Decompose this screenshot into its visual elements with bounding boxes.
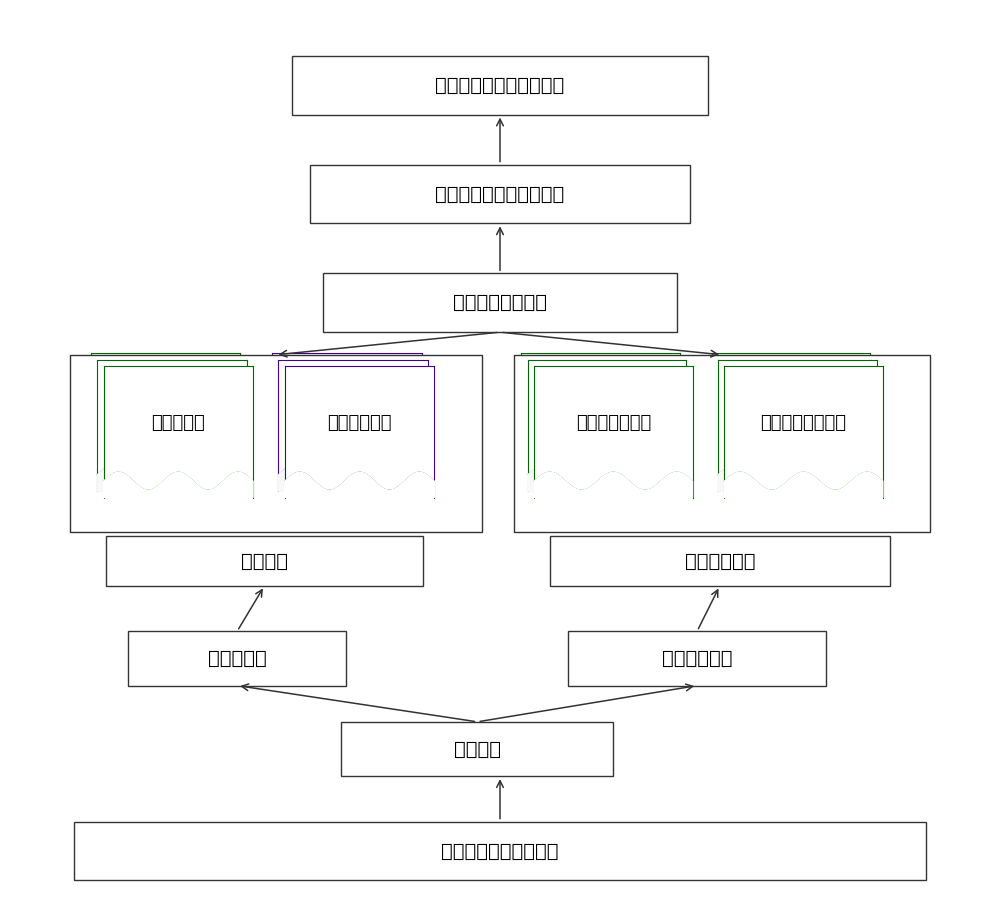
Bar (285, 366, 434, 497)
Polygon shape (272, 459, 422, 484)
Bar (106, 536, 423, 586)
Bar (292, 55, 708, 115)
Bar (74, 822, 926, 881)
Text: 图元自动替换及自动调整: 图元自动替换及自动调整 (435, 185, 565, 204)
Text: 原图元列表: 原图元列表 (151, 414, 205, 432)
Polygon shape (724, 472, 883, 497)
Bar (128, 631, 346, 685)
Bar (724, 366, 883, 497)
Bar (70, 355, 482, 532)
Bar (521, 354, 680, 484)
Text: 目的间隔图元列表: 目的间隔图元列表 (761, 414, 847, 432)
Bar (323, 274, 677, 332)
Bar (104, 366, 253, 497)
Text: 目的图元列表: 目的图元列表 (327, 414, 392, 432)
Bar (534, 366, 693, 497)
Polygon shape (718, 465, 877, 491)
Bar (91, 354, 240, 484)
Polygon shape (285, 472, 434, 497)
Polygon shape (521, 459, 680, 484)
Text: 图元解析: 图元解析 (454, 740, 501, 758)
Bar (278, 360, 428, 491)
Polygon shape (528, 465, 686, 491)
Polygon shape (104, 472, 253, 497)
Text: 间隔图元处理: 间隔图元处理 (662, 649, 732, 668)
Polygon shape (278, 465, 428, 491)
Bar (550, 536, 890, 586)
Bar (718, 360, 877, 491)
Polygon shape (91, 459, 240, 484)
Bar (712, 354, 870, 484)
Bar (272, 354, 422, 484)
Text: 间隔图元匹配: 间隔图元匹配 (685, 552, 755, 571)
Text: 单图元处理: 单图元处理 (208, 649, 267, 668)
Text: 智能变电站一次接线图: 智能变电站一次接线图 (441, 842, 559, 861)
Polygon shape (97, 465, 247, 491)
Bar (310, 165, 690, 224)
Polygon shape (534, 472, 693, 497)
Bar (97, 360, 247, 491)
Text: 矢量图形自动生成及导出: 矢量图形自动生成及导出 (435, 75, 565, 95)
Polygon shape (712, 459, 870, 484)
Bar (528, 360, 686, 491)
Text: 图元映射配置文件: 图元映射配置文件 (453, 294, 547, 312)
Text: 图元映射: 图元映射 (241, 552, 288, 571)
Bar (514, 355, 930, 532)
Text: 原间隔图元列表: 原间隔图元列表 (576, 414, 651, 432)
Bar (341, 722, 613, 776)
Bar (568, 631, 826, 685)
